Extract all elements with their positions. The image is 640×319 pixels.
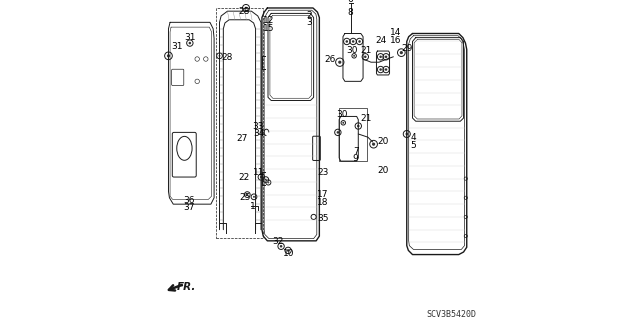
Circle shape <box>167 54 170 57</box>
Text: 16: 16 <box>390 36 402 45</box>
Text: 3: 3 <box>306 19 312 27</box>
Circle shape <box>406 133 408 135</box>
Text: 17: 17 <box>317 190 328 199</box>
Text: 10: 10 <box>284 249 295 258</box>
Text: 15: 15 <box>263 24 275 33</box>
Text: 27: 27 <box>236 134 248 143</box>
Circle shape <box>342 122 344 124</box>
Text: 31: 31 <box>172 42 183 51</box>
Circle shape <box>346 40 348 43</box>
Text: 29: 29 <box>401 44 413 53</box>
Text: 31: 31 <box>184 33 196 42</box>
Circle shape <box>246 194 248 196</box>
Text: 18: 18 <box>317 198 328 207</box>
Text: 33: 33 <box>253 122 264 130</box>
Text: 28: 28 <box>222 53 233 62</box>
Circle shape <box>338 61 341 64</box>
Text: 2: 2 <box>306 11 312 20</box>
Text: 25: 25 <box>239 193 250 202</box>
Text: 34: 34 <box>253 130 264 138</box>
Circle shape <box>380 68 382 71</box>
Circle shape <box>244 7 247 9</box>
Circle shape <box>364 56 367 58</box>
Text: 6: 6 <box>348 0 353 4</box>
Circle shape <box>268 182 269 183</box>
Text: 5: 5 <box>410 141 416 150</box>
Text: 11: 11 <box>253 168 265 177</box>
Text: 30: 30 <box>336 110 348 119</box>
Circle shape <box>287 249 289 252</box>
Text: 21: 21 <box>360 115 371 123</box>
Circle shape <box>357 125 360 127</box>
Text: 22: 22 <box>239 173 250 182</box>
Circle shape <box>358 40 361 43</box>
Circle shape <box>385 56 387 58</box>
Circle shape <box>265 179 267 181</box>
Circle shape <box>385 68 387 71</box>
Circle shape <box>380 56 382 58</box>
Text: 20: 20 <box>378 137 388 146</box>
Text: 36: 36 <box>183 196 195 205</box>
Text: 7: 7 <box>353 147 358 156</box>
Text: FR.: FR. <box>177 282 196 292</box>
Text: 28: 28 <box>239 7 250 16</box>
Circle shape <box>253 196 255 198</box>
Text: SCV3B5420D: SCV3B5420D <box>426 310 476 319</box>
Text: 37: 37 <box>183 204 195 212</box>
Text: 24: 24 <box>376 36 387 45</box>
Text: 23: 23 <box>318 168 329 177</box>
Circle shape <box>352 40 355 43</box>
Text: 20: 20 <box>378 166 388 175</box>
Circle shape <box>400 51 403 54</box>
Text: 26: 26 <box>324 56 335 64</box>
Circle shape <box>189 42 191 44</box>
Circle shape <box>353 55 355 57</box>
Circle shape <box>260 176 262 178</box>
Text: 21: 21 <box>360 46 371 55</box>
Circle shape <box>372 143 375 146</box>
Text: 12: 12 <box>263 16 275 25</box>
Text: 4: 4 <box>410 133 416 142</box>
Bar <box>339 108 367 161</box>
Text: 32: 32 <box>272 237 284 246</box>
Text: 35: 35 <box>317 214 328 223</box>
Circle shape <box>337 131 339 134</box>
Circle shape <box>218 55 220 57</box>
Circle shape <box>280 245 282 248</box>
Text: 1: 1 <box>250 202 256 211</box>
Bar <box>216 8 262 238</box>
Text: 14: 14 <box>390 28 402 37</box>
Text: 9: 9 <box>353 154 358 163</box>
Text: 8: 8 <box>348 8 353 17</box>
Text: 30: 30 <box>346 46 358 55</box>
